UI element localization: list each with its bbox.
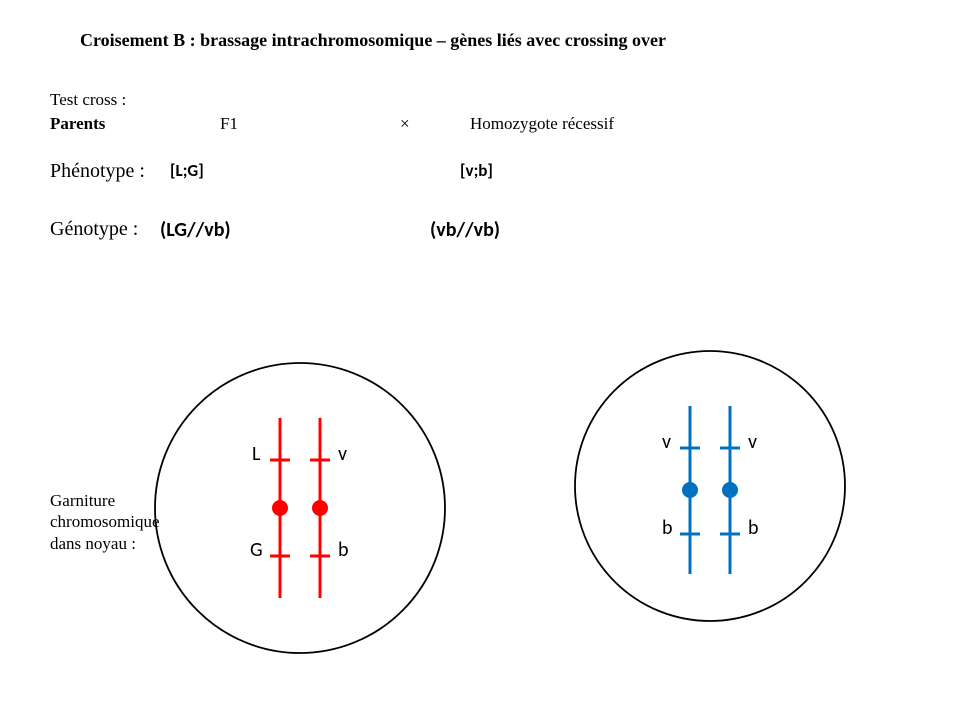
left-centromere-1 — [312, 500, 328, 516]
right-centromere-1 — [722, 482, 738, 498]
cells-diagram: L Gv b v b v b — [0, 0, 960, 720]
right-nucleus — [575, 351, 845, 621]
left-centromere-0 — [272, 500, 288, 516]
left-allele-0-1: G — [250, 538, 263, 562]
right-centromere-0 — [682, 482, 698, 498]
left-allele-1-0: v — [338, 442, 347, 466]
left-allele-0-0: L — [252, 442, 261, 466]
right-allele-1-1: b — [748, 516, 759, 540]
right-allele-1-0: v — [748, 430, 757, 454]
left-allele-1-1: b — [338, 538, 349, 562]
right-allele-0-0: v — [662, 430, 671, 454]
left-nucleus — [155, 363, 445, 653]
right-allele-0-1: b — [662, 516, 673, 540]
